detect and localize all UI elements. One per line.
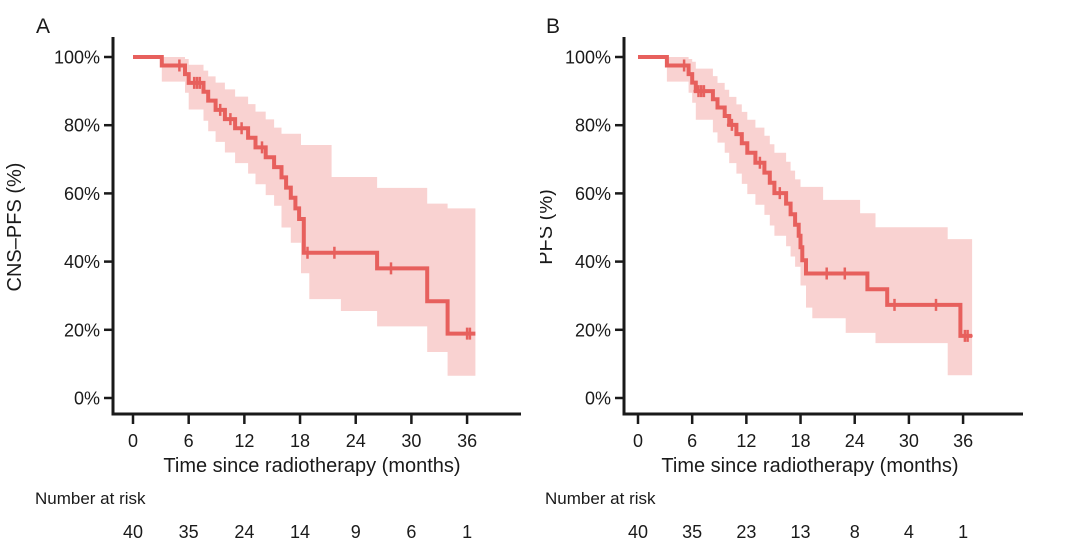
x-tick-label: 12	[234, 431, 254, 451]
risk-table-title: Number at risk	[35, 489, 146, 508]
censor-mark	[194, 76, 205, 89]
x-tick-label: 18	[791, 431, 811, 451]
y-axis-title: PFS (%)	[540, 189, 557, 265]
y-tick-label: 80%	[64, 116, 100, 136]
risk-table-title: Number at risk	[545, 489, 656, 508]
risk-count: 35	[179, 522, 199, 542]
y-tick-label: 80%	[575, 116, 611, 136]
y-tick-label: 0%	[585, 389, 611, 409]
risk-count: 14	[290, 522, 310, 542]
risk-count: 40	[628, 522, 648, 542]
censor-mark	[962, 329, 973, 342]
censor-mark	[174, 59, 185, 72]
x-tick-label: 12	[736, 431, 756, 451]
censor-mark	[821, 267, 832, 280]
x-tick-label: 30	[899, 431, 919, 451]
confidence-band	[666, 57, 973, 376]
risk-count: 4	[904, 522, 914, 542]
x-tick-label: 30	[401, 431, 421, 451]
x-tick-label: 0	[128, 431, 138, 451]
censor-mark	[726, 118, 737, 131]
risk-count: 6	[406, 522, 416, 542]
km-plot-pfs: B PFS (%) Time since radiotherapy (month…	[540, 15, 1023, 542]
risk-count: 24	[234, 522, 254, 542]
censor-mark	[302, 246, 313, 259]
km-plot-cns-pfs: A CNS–PFS (%) Time since radiotherapy (m…	[4, 15, 521, 542]
censor-mark	[464, 327, 475, 340]
risk-count: 35	[682, 522, 702, 542]
x-tick-label: 6	[184, 431, 194, 451]
censor-mark	[257, 141, 267, 154]
survival-curve	[133, 55, 476, 336]
censor-mark	[215, 103, 226, 116]
x-tick-label: 24	[346, 431, 366, 451]
y-tick-label: 20%	[64, 320, 100, 340]
axis-lines	[622, 37, 1023, 416]
x-tick-label: 0	[633, 431, 643, 451]
risk-count: 9	[351, 522, 361, 542]
x-tick-label: 36	[953, 431, 973, 451]
censor-mark	[236, 122, 247, 135]
y-tick-label: 60%	[575, 184, 611, 204]
risk-count: 1	[462, 522, 472, 542]
y-tick-label: 20%	[575, 320, 611, 340]
y-tick-label: 40%	[64, 252, 100, 272]
confidence-band	[161, 57, 476, 376]
y-tick-label: 0%	[74, 389, 100, 409]
censor-mark	[931, 298, 941, 311]
risk-count: 23	[736, 522, 756, 542]
censor-mark	[839, 267, 850, 280]
x-tick-label: 18	[290, 431, 310, 451]
censor-mark	[225, 113, 236, 126]
censor-mark	[774, 187, 785, 200]
censor-mark	[679, 59, 690, 72]
risk-count: 13	[791, 522, 811, 542]
y-tick-label: 60%	[64, 184, 100, 204]
axis-lines	[111, 37, 521, 416]
x-axis-title: Time since radiotherapy (months)	[163, 455, 460, 477]
y-axis-title: CNS–PFS (%)	[4, 163, 26, 292]
censor-mark	[329, 246, 340, 259]
y-tick-label: 100%	[565, 48, 611, 68]
x-tick-label: 24	[845, 431, 865, 451]
x-tick-label: 6	[687, 431, 697, 451]
panel-b: B PFS (%) Time since radiotherapy (month…	[540, 0, 1080, 551]
panel-label: B	[546, 15, 560, 38]
risk-count: 8	[850, 522, 860, 542]
y-tick-label: 40%	[575, 252, 611, 272]
censor-mark	[386, 262, 396, 275]
risk-count: 1	[958, 522, 968, 542]
x-axis-title: Time since radiotherapy (months)	[661, 455, 958, 477]
panel-a: A CNS–PFS (%) Time since radiotherapy (m…	[4, 15, 521, 542]
risk-count: 40	[123, 522, 143, 542]
censor-mark	[889, 298, 900, 311]
censor-mark	[698, 85, 709, 98]
panel-label: A	[36, 15, 50, 38]
censor-mark	[754, 156, 765, 169]
x-tick-label: 36	[457, 431, 477, 451]
y-tick-label: 100%	[54, 48, 100, 68]
